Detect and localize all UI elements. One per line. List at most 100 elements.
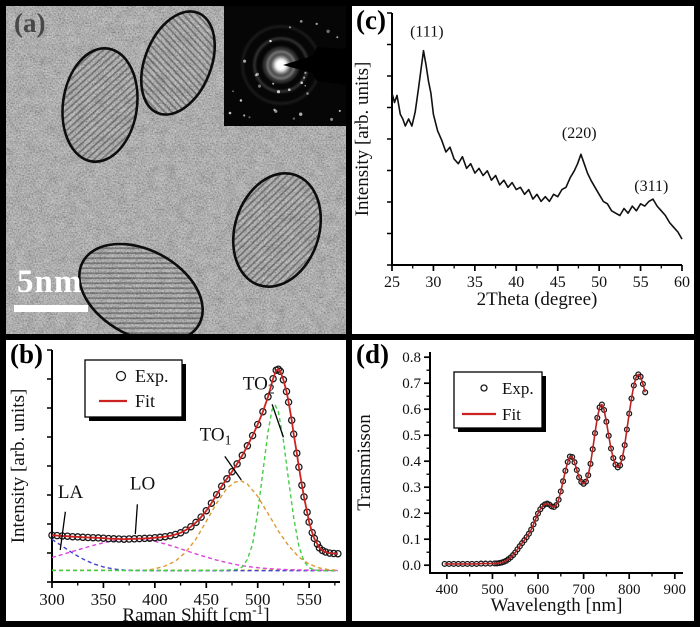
diffraction-spot (330, 117, 334, 121)
diffraction-spot (299, 20, 303, 23)
x-tick-label: 450 (194, 590, 220, 609)
legend-label: Exp. (502, 379, 534, 398)
diffraction-spot (228, 111, 232, 115)
x-tick-label: 550 (296, 590, 322, 609)
y-tick-label: 0.6 (402, 402, 421, 418)
legend-marker-circle (480, 384, 488, 392)
y-tick-label: 0.2 (402, 506, 421, 522)
diffraction-spot (299, 112, 303, 116)
annotation-label: (220) (562, 125, 597, 142)
diffraction-spot (254, 73, 258, 77)
series-TO2 (52, 404, 338, 572)
transmission-chart: 400 500 600 700 800 900 0.0 0.1 0.2 0.3 0.4 0.5 0.6 0… (354, 350, 686, 616)
y-tick-label: 0.7 (402, 376, 421, 392)
legend-label: Fit (502, 405, 521, 424)
annotation-pointer (134, 504, 139, 535)
x-tick-label: 40 (508, 274, 524, 291)
series-XRD (391, 49, 683, 240)
x-axis-label: 2Theta (degree) (477, 289, 598, 310)
x-tick-label: 500 (245, 590, 271, 609)
annotation-label: TO1 (200, 424, 232, 447)
circled-crystal-region (231, 172, 323, 288)
series-LA (51, 538, 338, 572)
x-tick-label: 350 (91, 590, 117, 609)
diffraction-spot (303, 76, 306, 79)
legend-label: Fit (135, 391, 155, 411)
x-tick-label: 55 (633, 274, 649, 291)
x-tick-label: 50 (591, 274, 607, 291)
panel-b-label: (b) (10, 340, 43, 369)
diffraction-spot (300, 81, 304, 85)
circled-crystal-region (78, 242, 204, 334)
y-tick-label: 0.0 (402, 558, 421, 574)
diffraction-spot (304, 85, 306, 87)
chart-d: 400 500 600 700 800 900 0.0 0.1 0.2 0.3 0.4 0.5 0.6 0… (354, 350, 686, 616)
legend: Exp. Fit (453, 371, 546, 432)
y-tick-label: 0.5 (402, 428, 421, 444)
xrd-chart: 25 30 35 40 45 50 55 60 (111) (220) (311) 2Theta (d… (352, 12, 690, 310)
diffraction-spot (269, 39, 272, 43)
y-tick-label: 0.8 (402, 350, 421, 366)
x-tick-label: 60 (674, 274, 690, 291)
series-Fit (51, 368, 338, 555)
axes (391, 13, 682, 266)
circled-crystal-region (140, 10, 216, 116)
legend: Exp. Fit (84, 359, 186, 421)
diffraction-spot (288, 26, 292, 29)
diffraction-spot (257, 84, 262, 88)
y-tick-label: 0.4 (402, 454, 421, 470)
y-axis-label: Intensity [arb. units] (352, 62, 373, 217)
scale-bar (14, 305, 88, 312)
annotation-label: LA (58, 482, 84, 503)
x-tick-label: 400 (142, 590, 168, 609)
y-axis-label: Intensity [arb. units] (8, 389, 29, 544)
scale-bar-label: 5nm (17, 264, 83, 300)
diffraction-spot (304, 71, 307, 74)
diffraction-spot (306, 92, 309, 95)
panel-a-tem: (a) 5nm (6, 6, 346, 334)
series-TO1 (149, 480, 338, 571)
diffraction-spot (315, 22, 318, 26)
diffraction-spot (326, 29, 330, 33)
panel-c-xrd: 25 30 35 40 45 50 55 60 (111) (220) (311) 2Theta (d… (352, 6, 694, 334)
annotation-pointer (59, 511, 67, 551)
diffraction-spot (336, 36, 339, 39)
series-LO (51, 538, 338, 571)
annotation-pointer (224, 456, 242, 481)
diffraction-inset (224, 6, 346, 126)
x-tick-label: 800 (618, 582, 641, 598)
x-tick-label: 30 (425, 274, 441, 291)
chart-c: 25 30 35 40 45 50 55 60 (111) (220) (311) 2Theta (d… (352, 12, 690, 310)
diffraction-spot (239, 99, 243, 102)
x-axis-label: Wavelength [nm] (491, 595, 623, 616)
annotation-pointer (271, 404, 285, 438)
x-tick-label: 600 (527, 582, 550, 598)
diffraction-spot (243, 59, 247, 63)
y-axis-label: Transmisson (354, 414, 375, 511)
panel-a-label: (a) (14, 8, 46, 38)
legend-label: Exp. (135, 366, 169, 386)
panel-b-raman: 300 350 400 450 500 550 LA LO TO1 TO2 Raman Shift … (6, 340, 346, 621)
panel-d-label: (d) (356, 340, 389, 369)
diffraction-spot (243, 114, 246, 117)
annotation-label: LO (130, 473, 155, 494)
annotation-label: (311) (634, 178, 668, 195)
x-tick-label: 25 (384, 274, 400, 291)
x-tick-label: 500 (481, 582, 504, 598)
diffraction-spot (232, 90, 234, 93)
x-tick-label: 35 (467, 274, 483, 291)
tem-image (6, 6, 346, 334)
chart-b: 300 350 400 450 500 550 LA LO TO1 TO2 Raman Shift … (8, 349, 342, 621)
y-tick-label: 0.3 (402, 480, 421, 496)
diffraction-spot (292, 117, 296, 120)
annotation-label: (111) (410, 24, 443, 41)
x-tick-label: 400 (436, 582, 459, 598)
panel-c-label: (c) (356, 6, 386, 35)
diffraction-spot (338, 109, 341, 112)
x-tick-label: 900 (664, 582, 687, 598)
annotation-label: TO2 (243, 373, 275, 396)
legend-marker-circle (115, 370, 127, 382)
diffraction-spot (248, 116, 251, 119)
x-axis-label: Raman Shift [cm-1] (122, 602, 269, 621)
